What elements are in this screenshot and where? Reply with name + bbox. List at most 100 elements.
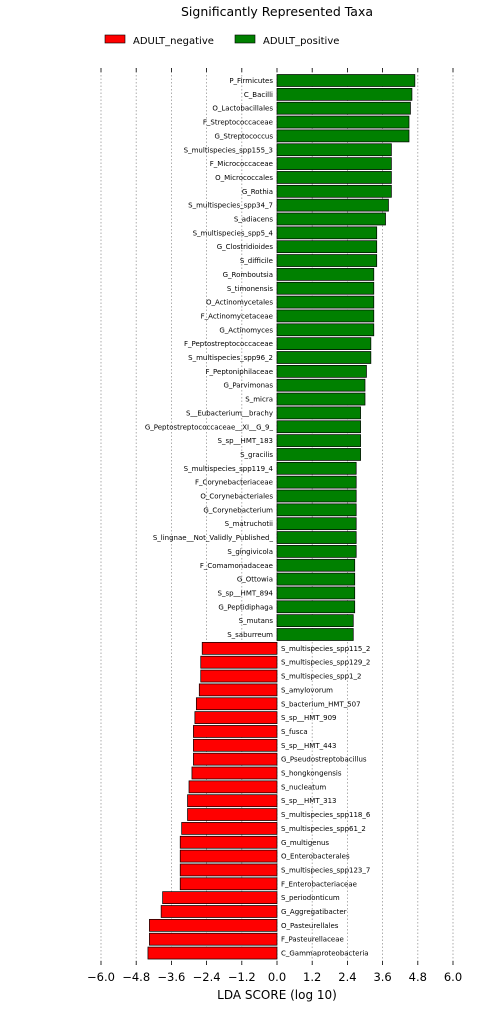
bar-positive xyxy=(276,254,378,267)
bar-label: F_Micrococcaceae xyxy=(210,160,273,168)
bar-positive xyxy=(276,586,356,600)
bar-negative xyxy=(194,711,278,724)
chart-title: Significantly Represented Taxa xyxy=(181,4,373,19)
x-tick-label: 3.6 xyxy=(373,970,391,984)
bar-label: S_mutans xyxy=(239,617,274,625)
bar-negative xyxy=(193,738,278,752)
bar-positive xyxy=(276,171,392,184)
bar-positive xyxy=(276,448,361,461)
bar-positive xyxy=(276,461,357,475)
bar-negative xyxy=(179,849,278,863)
bar-positive xyxy=(276,74,416,87)
bar-label: O_Pasteurellales xyxy=(281,922,339,930)
bar-label: G_Aggregatibacter xyxy=(281,908,347,916)
bar-positive xyxy=(276,184,392,198)
bar-positive xyxy=(276,572,356,586)
bar-label: F_Comamonadaceae xyxy=(200,562,273,570)
legend-label-negative: ADULT_negative xyxy=(133,36,214,47)
bar-label: G_Peptostreptococcaceae__XI__G_9_ xyxy=(145,423,274,431)
bar-label: S_sp__HMT_894 xyxy=(218,589,274,597)
bar-positive xyxy=(276,157,392,170)
bar-label: S_sp__HMT_183 xyxy=(218,437,273,445)
bar-label: S_bacterium_HMT_507 xyxy=(281,700,361,708)
bar-label: S__Eubacterium__brachy xyxy=(186,409,273,417)
bar-positive xyxy=(276,337,372,350)
bar-label: S_multispecies_spp155_3 xyxy=(184,146,273,154)
bar-label: S_multispecies_spp1_2 xyxy=(281,673,361,681)
bar-negative xyxy=(193,725,278,738)
bar-label: S_difficile xyxy=(240,257,273,265)
bar-label: S_gingivicola xyxy=(227,548,273,556)
bar-label: G_Clostridioides xyxy=(217,243,274,251)
bar-label: S_adiacens xyxy=(234,216,274,224)
bar-label: S_nucleatum xyxy=(281,783,326,791)
bar-label: S_multispecies_spp96_2 xyxy=(188,354,273,362)
bar-positive xyxy=(276,392,366,406)
bar-positive xyxy=(276,558,356,572)
bar-positive xyxy=(276,614,354,628)
bar-negative xyxy=(181,822,278,835)
bar-label: S_saburreum xyxy=(227,631,273,639)
legend: ADULT_negative ADULT_positive xyxy=(104,34,339,47)
bar-positive xyxy=(276,420,361,434)
bar-label: O_Micrococcales xyxy=(215,174,273,182)
bar-label: S_gracilis xyxy=(240,451,273,459)
bar-label: F_Pasteurellaceae xyxy=(281,936,344,944)
bar-positive xyxy=(276,101,411,115)
x-tick-label: 6.0 xyxy=(444,970,462,984)
bar-label: O_Corynebacteriales xyxy=(200,493,273,501)
bar-negative xyxy=(193,752,278,766)
x-tick-label: 4.8 xyxy=(409,970,427,984)
bar-positive xyxy=(276,600,356,614)
bar-label: G_Parvimonas xyxy=(223,382,273,390)
bar-positive xyxy=(276,406,361,420)
bar-label: S_periodonticum xyxy=(281,894,340,902)
bar-label: S_fusca xyxy=(281,728,308,736)
bar-positive xyxy=(276,434,361,447)
bar-label: P_Firmicutes xyxy=(229,77,273,85)
x-tick-label: 0.0 xyxy=(268,970,286,984)
bar-label: G_Romboutsia xyxy=(223,271,273,279)
bar-positive xyxy=(276,295,375,309)
bar-positive xyxy=(276,115,410,129)
bar-negative xyxy=(201,641,278,655)
bar-label: S_sp__HMT_443 xyxy=(281,742,336,750)
bar-label: F_Enterobacteriaceae xyxy=(281,880,357,888)
bar-label: F_Corynebacteriaceae xyxy=(195,479,273,487)
grid-lines xyxy=(100,68,454,965)
bar-label: S_multispecies_spp118_6 xyxy=(281,811,371,819)
bar-label: S_multispecies_spp123_7 xyxy=(281,866,370,874)
bar-positive xyxy=(276,268,375,281)
bars xyxy=(147,74,416,960)
bar-label: S_multispecies_spp119_4 xyxy=(184,465,274,473)
bar-positive xyxy=(276,489,357,503)
x-tick-label: −3.6 xyxy=(157,970,185,984)
x-tick-label: −1.2 xyxy=(228,970,256,984)
bar-label: F_Streptococcaceae xyxy=(203,119,273,127)
bar-negative xyxy=(187,808,278,821)
bar-negative xyxy=(179,863,278,877)
bar-label: S_matruchotii xyxy=(225,520,273,528)
bar-negative xyxy=(160,905,278,918)
bar-label: C_Bacilli xyxy=(244,91,273,99)
bar-label: O_Lactobacillales xyxy=(212,105,273,113)
bar-positive xyxy=(276,351,372,364)
bar-positive xyxy=(276,503,357,517)
bar-label: S_multispecies_spp34_7 xyxy=(188,202,273,210)
bar-positive xyxy=(276,309,375,323)
x-tick-label: 1.2 xyxy=(303,970,321,984)
legend-swatch-negative xyxy=(104,34,126,44)
legend-swatch-positive xyxy=(234,34,256,44)
bar-positive xyxy=(276,531,357,544)
bar-negative xyxy=(147,946,278,960)
bar-negative xyxy=(187,794,278,808)
x-tick-label: −6.0 xyxy=(87,970,115,984)
bar-negative xyxy=(149,932,278,946)
bar-label: G_Actinomyces xyxy=(219,326,273,334)
bar-label: G_multigenus xyxy=(281,839,329,847)
bar-label: S_multispecies_spp129_2 xyxy=(281,659,370,667)
bar-negative xyxy=(188,780,278,794)
bar-label: G_Rothia xyxy=(242,188,273,196)
bar-positive xyxy=(276,226,378,240)
bar-negative xyxy=(200,655,278,669)
